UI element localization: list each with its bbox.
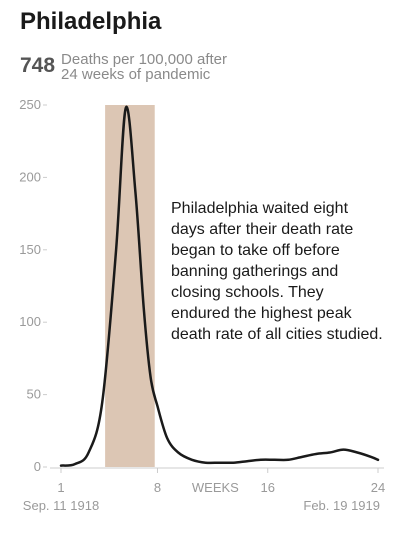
line-layer xyxy=(59,105,380,467)
death-rate-line xyxy=(59,105,380,467)
y-tick-label: 100 xyxy=(19,314,41,329)
stat-label-line2: 24 weeks of pandemic xyxy=(61,66,211,83)
death-rate-stat: 748 Deaths per 100,000 after 24 weeks of… xyxy=(20,52,227,82)
y-tick-label: 150 xyxy=(19,242,41,257)
y-tick-label: 250 xyxy=(19,97,41,112)
label-layer: Sep. 11 1918 Feb. 19 1919 xyxy=(23,498,380,513)
x-tick-label: 16 xyxy=(261,480,275,495)
page-title: Philadelphia xyxy=(20,8,162,35)
y-tick-label: 50 xyxy=(27,387,41,402)
stat-label-line1: Deaths per 100,000 after xyxy=(61,51,227,68)
stat-label: Deaths per 100,000 after 24 weeks of pan… xyxy=(61,52,227,82)
y-tick-label: 200 xyxy=(19,169,41,184)
x-tick-label: 8 xyxy=(154,480,161,495)
end-date-label: Feb. 19 1919 xyxy=(303,498,380,513)
y-tick-label: 0 xyxy=(34,459,41,474)
x-axis-unit-label: WEEKS xyxy=(192,480,239,495)
x-tick-label: 1 xyxy=(57,480,64,495)
chart-annotation: Philadelphia waited eight days after the… xyxy=(171,200,383,343)
start-date-label: Sep. 11 1918 xyxy=(23,498,99,513)
axis-layer: 0 50 100 150 200 250 1 8 WEEKS 16 24 xyxy=(19,97,385,495)
stat-value: 748 xyxy=(20,54,56,77)
x-tick-label: 24 xyxy=(371,480,385,495)
